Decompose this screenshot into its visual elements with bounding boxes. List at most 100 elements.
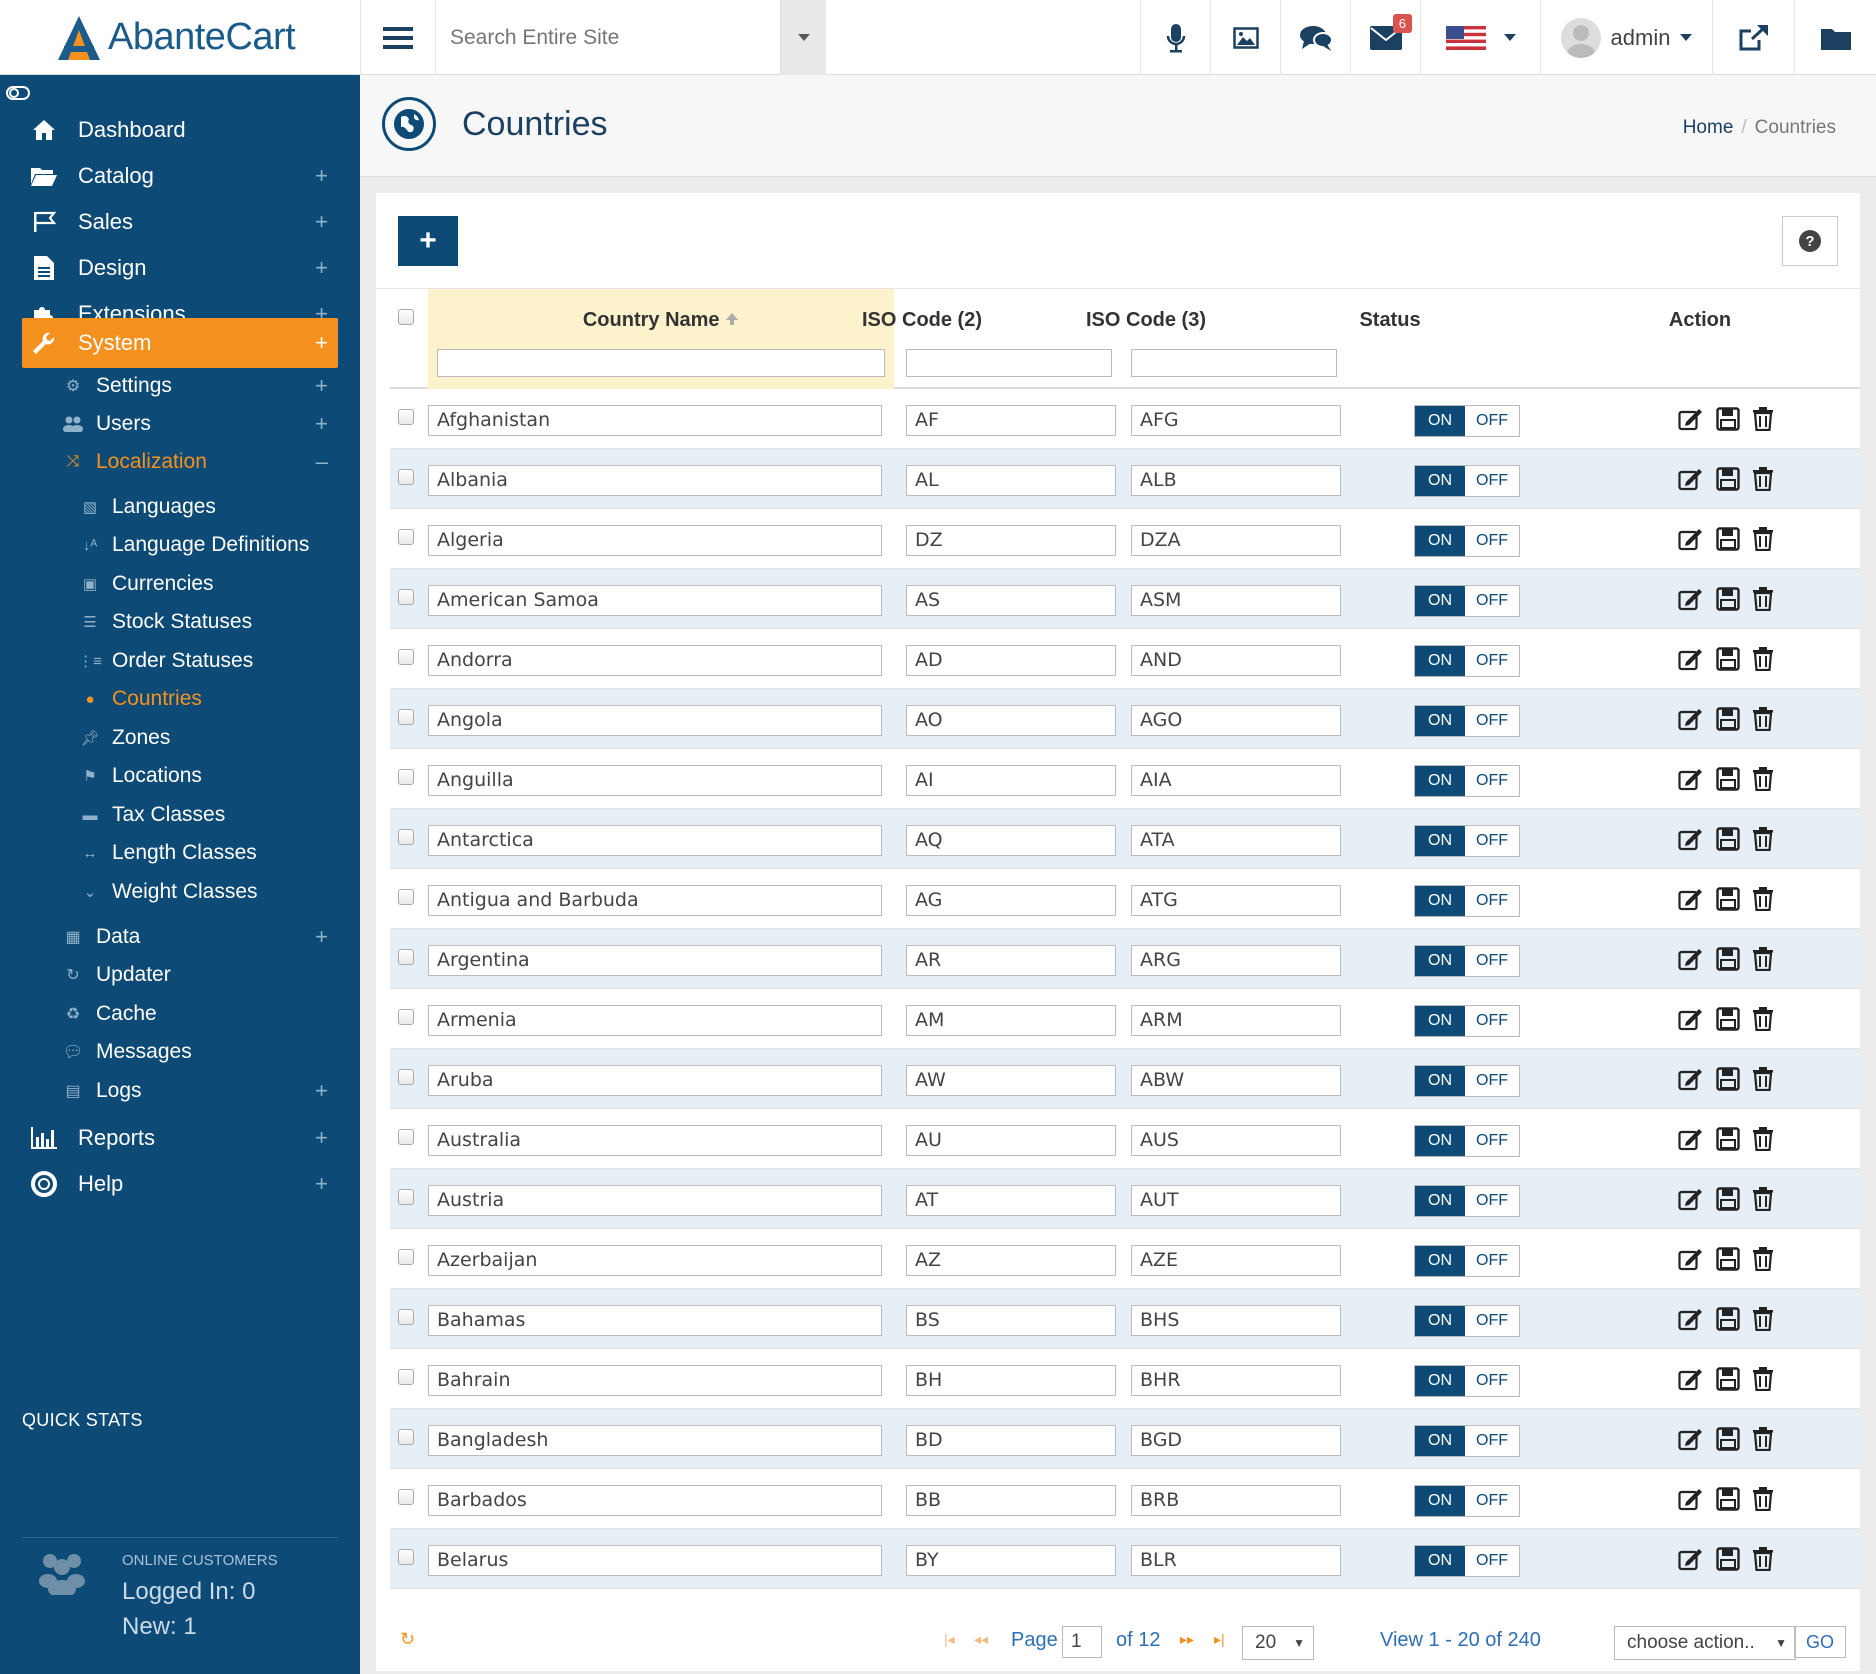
iso3-input[interactable]: ABW xyxy=(1131,1065,1341,1096)
column-header-iso3[interactable]: ISO Code (3) xyxy=(1085,309,1206,331)
save-icon[interactable] xyxy=(1716,1427,1740,1451)
save-icon[interactable] xyxy=(1716,647,1740,671)
country-name-input[interactable]: Bahamas xyxy=(428,1305,882,1336)
country-name-input[interactable]: Bahrain xyxy=(428,1365,882,1396)
nav-stock-statuses[interactable]: ☰ Stock Statuses xyxy=(78,602,348,642)
iso2-input[interactable]: AL xyxy=(906,465,1116,496)
delete-icon[interactable] xyxy=(1752,1487,1774,1511)
nav-language-definitions[interactable]: ↓ᴬ Language Definitions xyxy=(78,525,348,565)
column-header-country-name[interactable]: Country Name xyxy=(428,309,894,332)
save-icon[interactable] xyxy=(1716,1067,1740,1091)
iso3-input[interactable]: BGD xyxy=(1131,1425,1341,1456)
iso3-input[interactable]: AGO xyxy=(1131,705,1341,736)
delete-icon[interactable] xyxy=(1752,827,1774,851)
iso2-input[interactable]: BD xyxy=(906,1425,1116,1456)
nav-catalog[interactable]: Catalog + xyxy=(22,151,338,201)
iso2-input[interactable]: AR xyxy=(906,945,1116,976)
row-checkbox[interactable] xyxy=(398,1069,414,1085)
iso3-input[interactable]: AZE xyxy=(1131,1245,1341,1276)
column-header-iso2[interactable]: ISO Code (2) xyxy=(861,309,982,331)
edit-icon[interactable] xyxy=(1678,467,1704,491)
status-toggle[interactable]: ON OFF xyxy=(1414,525,1520,557)
sidebar-collapse-toggle[interactable] xyxy=(6,85,30,106)
edit-icon[interactable] xyxy=(1678,407,1704,431)
save-icon[interactable] xyxy=(1716,1187,1740,1211)
nav-help[interactable]: Help + xyxy=(22,1159,338,1209)
country-name-input[interactable]: Angola xyxy=(428,705,882,736)
refresh-icon[interactable]: ↻ xyxy=(400,1629,416,1649)
nav-data[interactable]: ▦ Data + xyxy=(60,917,340,957)
row-checkbox[interactable] xyxy=(398,1549,414,1565)
status-toggle[interactable]: ON OFF xyxy=(1414,705,1520,737)
iso2-input[interactable]: AM xyxy=(906,1005,1116,1036)
row-checkbox[interactable] xyxy=(398,1009,414,1025)
column-header-status[interactable]: Status xyxy=(1359,309,1421,331)
iso3-input[interactable]: BLR xyxy=(1131,1545,1341,1576)
country-name-input[interactable]: Aruba xyxy=(428,1065,882,1096)
save-icon[interactable] xyxy=(1716,827,1740,851)
row-checkbox[interactable] xyxy=(398,1309,414,1325)
country-name-input[interactable]: Bangladesh xyxy=(428,1425,882,1456)
country-name-input[interactable]: Argentina xyxy=(428,945,882,976)
status-toggle[interactable]: ON OFF xyxy=(1414,1005,1520,1037)
status-toggle[interactable]: ON OFF xyxy=(1414,1305,1520,1337)
nav-cache[interactable]: ♻ Cache xyxy=(60,994,340,1034)
nav-zones[interactable]: 📌︎ Zones xyxy=(78,718,348,758)
country-name-input[interactable]: Afghanistan xyxy=(428,405,882,436)
save-icon[interactable] xyxy=(1716,1307,1740,1331)
edit-icon[interactable] xyxy=(1678,1127,1704,1151)
iso3-input[interactable]: BHR xyxy=(1131,1365,1341,1396)
status-toggle[interactable]: ON OFF xyxy=(1414,1245,1520,1277)
iso3-input[interactable]: AFG xyxy=(1131,405,1341,436)
country-name-input[interactable]: Antigua and Barbuda xyxy=(428,885,882,916)
next-page-icon[interactable]: ▸▸ xyxy=(1180,1631,1195,1647)
edit-icon[interactable] xyxy=(1678,827,1704,851)
iso2-input[interactable]: AS xyxy=(906,585,1116,616)
bulk-action-select[interactable]: choose action.. ▼ xyxy=(1614,1626,1796,1660)
save-icon[interactable] xyxy=(1716,767,1740,791)
edit-icon[interactable] xyxy=(1678,1187,1704,1211)
delete-icon[interactable] xyxy=(1752,587,1774,611)
country-name-input[interactable]: Andorra xyxy=(428,645,882,676)
select-all-checkbox[interactable] xyxy=(398,309,414,325)
nav-dashboard[interactable]: Dashboard xyxy=(22,105,338,155)
edit-icon[interactable] xyxy=(1678,767,1704,791)
nav-updater[interactable]: ↻ Updater xyxy=(60,955,340,995)
save-icon[interactable] xyxy=(1716,1487,1740,1511)
status-toggle[interactable]: ON OFF xyxy=(1414,765,1520,797)
row-checkbox[interactable] xyxy=(398,589,414,605)
delete-icon[interactable] xyxy=(1752,1127,1774,1151)
status-toggle[interactable]: ON OFF xyxy=(1414,1125,1520,1157)
save-icon[interactable] xyxy=(1716,1007,1740,1031)
edit-icon[interactable] xyxy=(1678,707,1704,731)
delete-icon[interactable] xyxy=(1752,407,1774,431)
menu-toggle-button[interactable] xyxy=(360,0,436,75)
delete-icon[interactable] xyxy=(1752,1067,1774,1091)
country-name-input[interactable]: Belarus xyxy=(428,1545,882,1576)
status-toggle[interactable]: ON OFF xyxy=(1414,1485,1520,1517)
edit-icon[interactable] xyxy=(1678,587,1704,611)
row-checkbox[interactable] xyxy=(398,1489,414,1505)
save-icon[interactable] xyxy=(1716,527,1740,551)
row-checkbox[interactable] xyxy=(398,949,414,965)
status-toggle[interactable]: ON OFF xyxy=(1414,945,1520,977)
iso3-input[interactable]: DZA xyxy=(1131,525,1341,556)
edit-icon[interactable] xyxy=(1678,1247,1704,1271)
edit-icon[interactable] xyxy=(1678,1007,1704,1031)
status-toggle[interactable]: ON OFF xyxy=(1414,1185,1520,1217)
add-country-button[interactable]: + xyxy=(398,216,458,266)
rows-per-page-select[interactable]: 20 ▼ xyxy=(1242,1626,1314,1660)
page-number-input[interactable]: 1 xyxy=(1062,1626,1102,1658)
row-checkbox[interactable] xyxy=(398,1249,414,1265)
iso3-input[interactable]: ATA xyxy=(1131,825,1341,856)
iso3-input[interactable]: BHS xyxy=(1131,1305,1341,1336)
nav-locations[interactable]: ⚑ Locations xyxy=(78,756,348,796)
iso3-input[interactable]: AUS xyxy=(1131,1125,1341,1156)
save-icon[interactable] xyxy=(1716,1247,1740,1271)
delete-icon[interactable] xyxy=(1752,947,1774,971)
messages-button[interactable]: 6 xyxy=(1350,0,1420,75)
user-menu[interactable]: admin xyxy=(1540,0,1712,75)
save-icon[interactable] xyxy=(1716,1367,1740,1391)
iso2-input[interactable]: AG xyxy=(906,885,1116,916)
edit-icon[interactable] xyxy=(1678,887,1704,911)
